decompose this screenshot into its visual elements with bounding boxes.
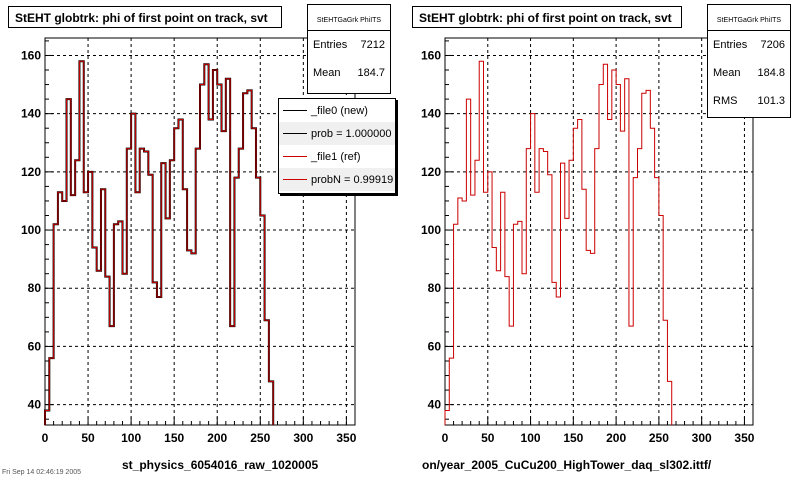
right-x-tick-label-150: 150 <box>563 431 583 445</box>
legend-text-probn: probN = 0.99919 <box>311 173 394 186</box>
right-y-tick-label-60: 60 <box>428 339 442 353</box>
left-panel: 0 50 100 150 200 250 300 350 40 60 80 100 120 140 160 … <box>2 4 396 476</box>
left-stats-entries-value: 7212 <box>360 39 385 51</box>
right-stats-rms-label: RMS <box>713 95 738 107</box>
right-x-tick-label-50: 50 <box>481 431 495 445</box>
legend-text-file0: _file0 (new) <box>311 104 368 117</box>
right-x-tick-label-100: 100 <box>521 431 541 445</box>
legend-line-file0 <box>283 110 307 111</box>
right-stats-entries-label: Entries <box>713 39 748 51</box>
legend-line-prob <box>283 133 307 134</box>
right-x-tick-label-0: 0 <box>442 431 449 445</box>
right-stats-mean-label: Mean <box>713 67 741 79</box>
right-stats-rms-value: 101.3 <box>757 95 785 107</box>
right-y-tick-label-120: 120 <box>421 165 441 179</box>
left-stats-name: StEHTGaGrk PhiITS <box>308 5 390 31</box>
legend-entry-probn: probN = 0.99919 <box>279 168 395 191</box>
left-histogram-series-1 <box>44 60 274 425</box>
legend-line-probn <box>283 179 307 180</box>
right-x-tick-label-300: 300 <box>692 431 712 445</box>
left-x-axis-title: st_physics_6054016_raw_1020005 <box>122 458 319 472</box>
left-x-tick-label-350: 350 <box>336 431 356 445</box>
left-y-tick-label-100: 100 <box>21 223 41 237</box>
legend-entry-prob: prob = 1.000000 <box>279 122 395 145</box>
left-stats-mean-label: Mean <box>313 67 341 79</box>
left-y-tick-label-160: 160 <box>21 48 41 62</box>
right-x-axis-title: on/year_2005_CuCu200_HighTower_daq_sl302… <box>422 458 712 472</box>
right-stats-entries-value: 7206 <box>760 39 785 51</box>
right-x-tick-label-250: 250 <box>649 431 669 445</box>
right-y-tick-label-100: 100 <box>421 223 441 237</box>
right-y-tick-label-160: 160 <box>421 48 441 62</box>
right-x-tick-label-350: 350 <box>734 431 754 445</box>
right-x-tick-label-200: 200 <box>606 431 626 445</box>
right-chart-title: StEHT globtrk: phi of first point on tra… <box>412 6 682 28</box>
left-x-tick-label-0: 0 <box>42 431 49 445</box>
right-stats-name: StEHTGaGrk PhiITS <box>708 5 790 31</box>
legend-line-file1 <box>283 156 307 157</box>
right-histogram-series-0 <box>444 60 673 425</box>
right-panel: 0 50 100 150 200 250 300 350 40 60 80 100 120 140 160 … <box>400 0 800 480</box>
right-stats-box: StEHTGaGrk PhiITS Entries 7206 Mean 184.8 … <box>707 4 791 118</box>
legend-text-file1: _file1 (ref) <box>311 150 361 163</box>
right-y-tick-label-80: 80 <box>428 281 442 295</box>
left-stats-box: StEHTGaGrk PhiITS Entries 7212 Mean 184.7 <box>307 4 391 94</box>
left-x-tick-label-300: 300 <box>293 431 313 445</box>
left-stats-mean-row: Mean 184.7 <box>308 59 390 87</box>
left-legend: _file0 (new) prob = 1.000000 _file1 (ref… <box>278 98 396 194</box>
right-stats-entries-row: Entries 7206 <box>708 31 790 59</box>
left-x-tick-label-150: 150 <box>164 431 184 445</box>
right-stats-mean-row: Mean 184.8 <box>708 59 790 87</box>
right-stats-mean-value: 184.8 <box>757 67 785 79</box>
left-x-tick-label-250: 250 <box>250 431 270 445</box>
left-x-tick-label-50: 50 <box>81 431 95 445</box>
left-x-tick-label-200: 200 <box>207 431 227 445</box>
right-y-tick-label-140: 140 <box>421 107 441 121</box>
left-chart-title: StEHT globtrk: phi of first point on tra… <box>8 6 282 28</box>
left-y-tick-label-40: 40 <box>28 398 42 412</box>
left-stats-entries-label: Entries <box>313 39 348 51</box>
right-stats-rms-row: RMS 101.3 <box>708 87 790 115</box>
left-y-tick-label-140: 140 <box>21 107 41 121</box>
left-x-tick-label-100: 100 <box>121 431 141 445</box>
legend-entry-file1: _file1 (ref) <box>279 145 395 168</box>
legend-entry-file0: _file0 (new) <box>279 99 395 122</box>
right-histogram-plot: 0 50 100 150 200 250 300 350 40 60 80 100 120 140 160 <box>421 37 755 445</box>
left-y-tick-label-60: 60 <box>28 339 42 353</box>
left-stats-entries-row: Entries 7212 <box>308 31 390 59</box>
timestamp-footer: Fri Sep 14 02:46:19 2005 <box>2 469 82 476</box>
left-y-tick-label-80: 80 <box>28 281 42 295</box>
legend-text-prob: prob = 1.000000 <box>311 127 392 140</box>
left-stats-mean-value: 184.7 <box>357 67 385 79</box>
right-y-tick-label-40: 40 <box>428 398 442 412</box>
left-y-tick-label-120: 120 <box>21 165 41 179</box>
